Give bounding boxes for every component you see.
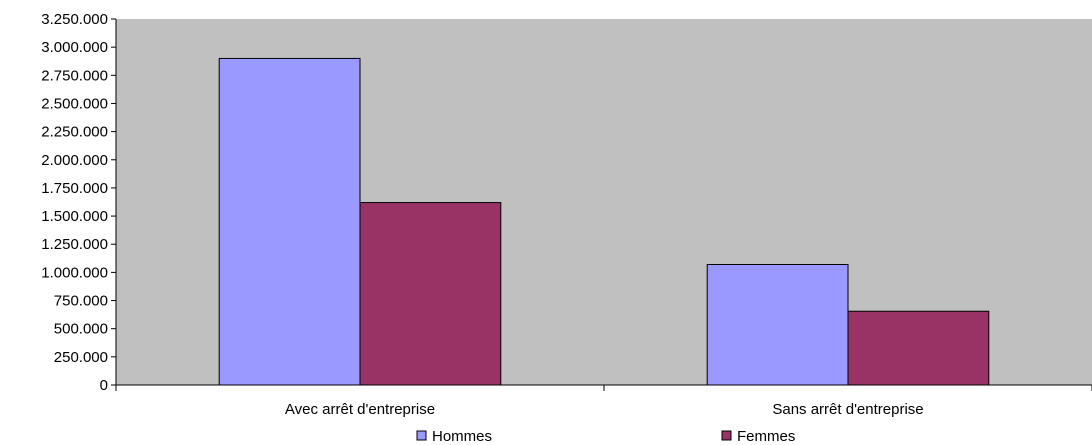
legend-swatch-femmes <box>721 430 732 441</box>
y-tick-label: 2.250.000 <box>41 124 108 141</box>
legend-swatch-hommes <box>416 430 427 441</box>
x-category-label: Sans arrêt d'entreprise <box>772 401 923 418</box>
bar-femmes-1 <box>359 202 502 386</box>
bar-hommes-2 <box>706 264 849 386</box>
bars <box>218 57 990 386</box>
y-tick-label: 500.000 <box>54 321 108 338</box>
bar-femmes-2 <box>847 310 990 386</box>
y-tick-label: 3.000.000 <box>41 39 108 56</box>
y-tick-label: 750.000 <box>54 293 108 310</box>
x-category-label: Avec arrêt d'entreprise <box>285 401 435 418</box>
y-tick-label: 1.250.000 <box>41 236 108 253</box>
y-tick-label: 0 <box>100 377 108 394</box>
y-tick-label: 2.000.000 <box>41 152 108 169</box>
legend: Hommes Femmes <box>416 428 795 445</box>
bar-hommes-1 <box>218 57 361 386</box>
y-tick-label: 2.500.000 <box>41 95 108 112</box>
x-axis-ticks: Avec arrêt d'entreprise Sans arrêt d'entr… <box>115 385 1092 418</box>
y-axis-ticks: 0 250.000 500.000 750.000 1.000.000 1.250.000… <box>41 11 116 394</box>
y-tick-label: 1.000.000 <box>41 264 108 281</box>
y-tick-label: 3.250.000 <box>41 11 108 28</box>
y-tick-label: 2.750.000 <box>41 67 108 84</box>
legend-label-femmes: Femmes <box>737 428 795 445</box>
y-tick-label: 1.750.000 <box>41 180 108 197</box>
y-tick-label: 1.500.000 <box>41 208 108 225</box>
legend-label-hommes: Hommes <box>432 428 492 445</box>
y-tick-label: 250.000 <box>54 349 108 366</box>
